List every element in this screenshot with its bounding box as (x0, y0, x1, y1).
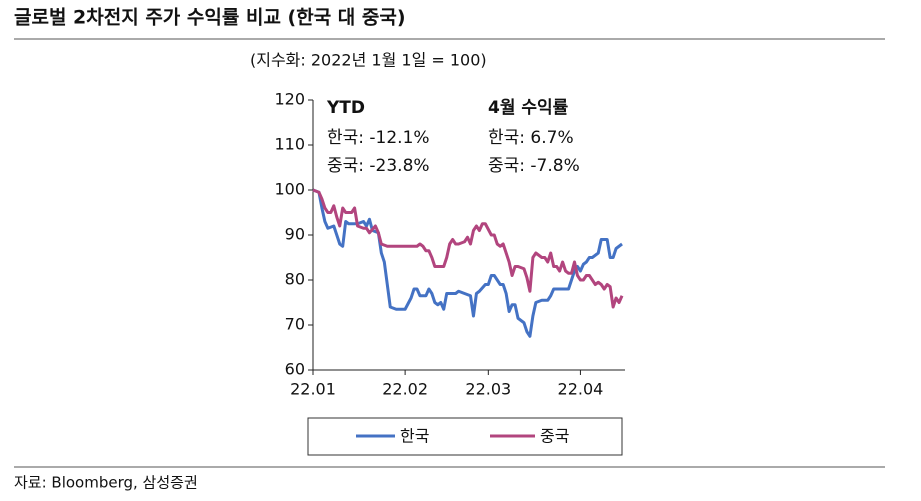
annotation: 4월 수익률 (488, 98, 569, 118)
x-tick-label: 22.03 (465, 380, 511, 399)
annotation: YTD (326, 98, 365, 118)
y-tick-label: 100 (274, 180, 305, 199)
series-line (312, 188, 623, 338)
series-line (312, 188, 624, 309)
x-tick-label: 22.04 (558, 380, 604, 399)
legend-label: 중국 (540, 427, 569, 446)
y-tick-label: 60 (285, 360, 305, 379)
y-tick-label: 80 (285, 270, 305, 289)
chart-subtitle: (지수화: 2022년 1월 1일 = 100) (250, 51, 487, 70)
annotation: 한국: 6.7% (488, 128, 574, 148)
chart-title: 글로벌 2차전지 주가 수익률 비교 (한국 대 중국) (14, 7, 406, 29)
y-tick-label: 90 (285, 225, 305, 244)
x-tick-label: 22.02 (382, 380, 428, 399)
y-tick-label: 120 (274, 90, 305, 109)
annotation: 중국: -7.8% (488, 156, 580, 176)
legend-label: 한국 (400, 427, 429, 446)
annotation: 중국: -23.8% (327, 156, 430, 176)
y-tick-label: 110 (274, 135, 305, 154)
legend-box (307, 417, 623, 456)
annotation: 한국: -12.1% (327, 128, 430, 148)
x-tick-label: 22.01 (290, 380, 336, 399)
y-tick-label: 70 (285, 315, 305, 334)
source: 자료: Bloomberg, 삼성증권 (14, 474, 198, 492)
